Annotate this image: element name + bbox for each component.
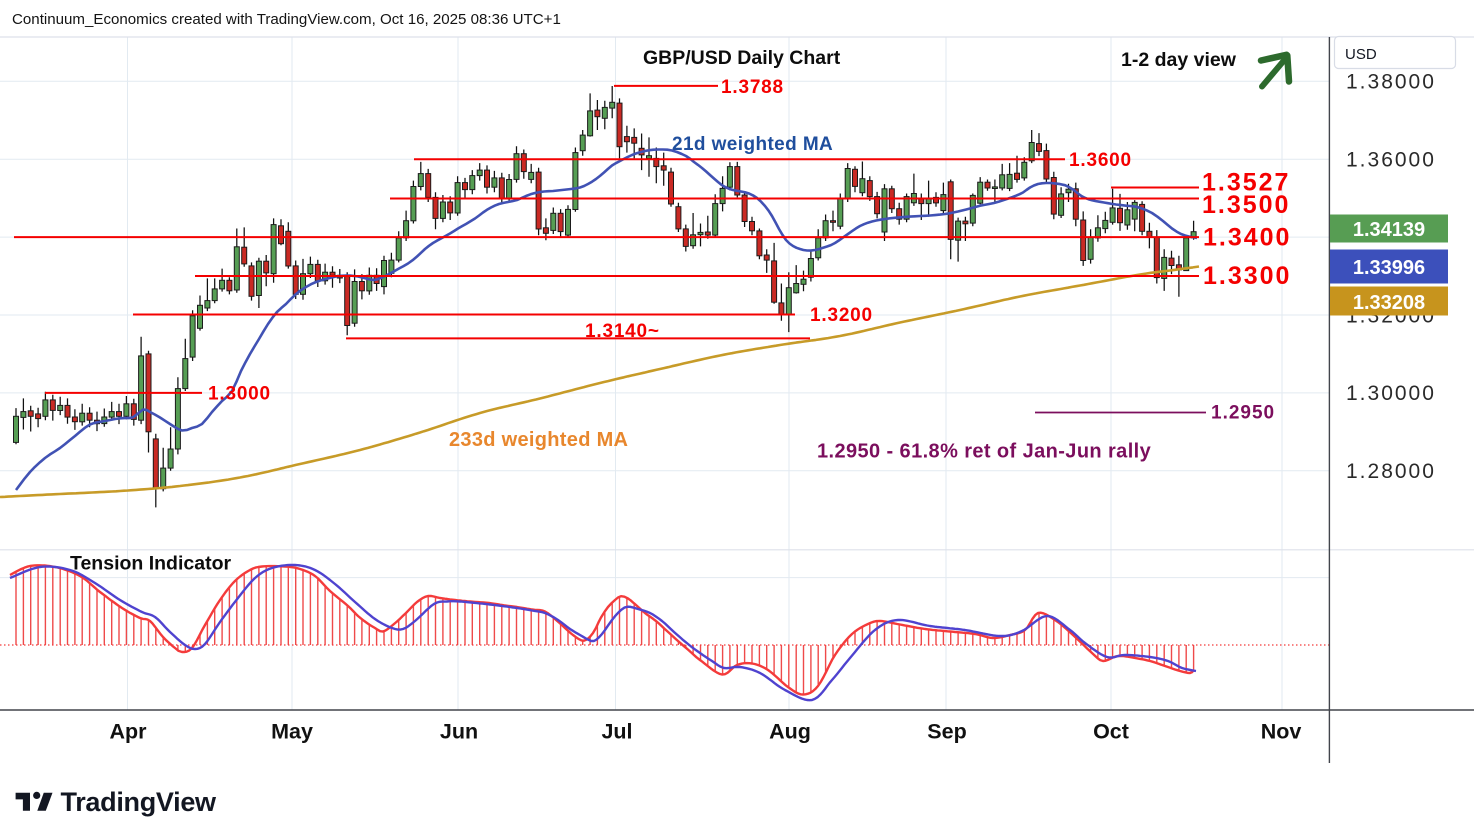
svg-text:1.3000: 1.3000 [208, 384, 271, 405]
svg-text:Oct: Oct [1093, 720, 1129, 744]
svg-text:1.34139: 1.34139 [1353, 219, 1425, 241]
svg-text:Jun: Jun [440, 720, 478, 744]
svg-text:1.3527: 1.3527 [1202, 169, 1290, 197]
svg-text:1.28000: 1.28000 [1346, 460, 1436, 483]
svg-text:May: May [271, 720, 313, 744]
svg-text:1.36000: 1.36000 [1346, 149, 1436, 172]
svg-text:GBP/USD Daily Chart: GBP/USD Daily Chart [643, 47, 841, 69]
svg-text:USD: USD [1345, 46, 1377, 63]
svg-text:1.3788: 1.3788 [721, 77, 784, 98]
svg-text:1.33208: 1.33208 [1353, 292, 1425, 314]
svg-text:21d weighted MA: 21d weighted MA [672, 134, 833, 155]
svg-text:1-2 day view: 1-2 day view [1121, 49, 1237, 71]
svg-text:1.38000: 1.38000 [1346, 71, 1436, 94]
svg-text:1.2950: 1.2950 [1211, 403, 1275, 424]
svg-text:1.30000: 1.30000 [1346, 382, 1436, 405]
svg-text:Aug: Aug [769, 720, 811, 744]
svg-text:Jul: Jul [601, 720, 632, 744]
svg-text:1.3140~: 1.3140~ [585, 321, 660, 342]
svg-text:1.3500: 1.3500 [1202, 191, 1290, 219]
svg-text:1.3200: 1.3200 [810, 305, 873, 326]
svg-text:1.3400: 1.3400 [1203, 224, 1291, 252]
svg-text:1.33996: 1.33996 [1353, 257, 1425, 279]
svg-text:Nov: Nov [1261, 720, 1302, 744]
svg-text:1.2950 - 61.8% ret of Jan-Jun: 1.2950 - 61.8% ret of Jan-Jun rally [817, 441, 1152, 463]
svg-text:Continuum_Economics created wi: Continuum_Economics created with Trading… [12, 11, 561, 28]
svg-text:Tension Indicator: Tension Indicator [70, 553, 231, 575]
svg-text:TradingView: TradingView [61, 787, 218, 817]
svg-text:Apr: Apr [109, 720, 147, 744]
svg-text:1.3600: 1.3600 [1069, 150, 1132, 171]
svg-text:233d weighted MA: 233d weighted MA [449, 429, 628, 451]
svg-text:Sep: Sep [927, 720, 966, 744]
svg-text:1.3300: 1.3300 [1203, 262, 1291, 290]
